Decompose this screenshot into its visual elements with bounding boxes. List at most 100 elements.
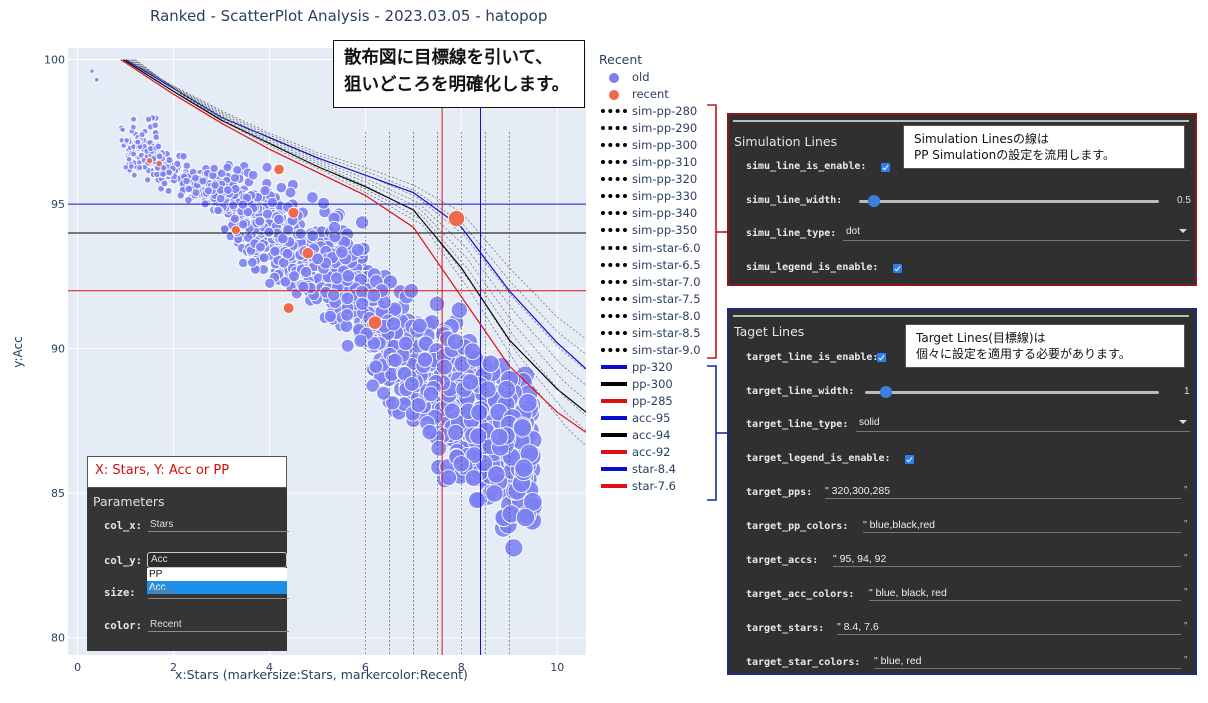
point-old [387, 352, 403, 368]
y-tick-label: 80 [51, 632, 65, 645]
legend-label: sim-star-7.5 [632, 291, 701, 306]
target-width-knob[interactable] [879, 386, 892, 398]
point-old [130, 115, 137, 123]
point-old [340, 338, 355, 353]
point-old [182, 176, 191, 186]
point-recent [273, 163, 285, 176]
col-x-label: col_x: [104, 520, 142, 532]
point-old [481, 354, 500, 373]
x-tick-label: 6 [362, 661, 369, 674]
simu-legend-checkbox[interactable] [893, 264, 902, 273]
legend-swatch [601, 416, 627, 420]
point-old [368, 359, 384, 374]
sim-pp-curve [132, 59, 586, 417]
point-old [279, 275, 292, 288]
simulation-lines-panel: Simulation Lines simu_line_is_enable: si… [727, 113, 1197, 286]
point-old [487, 465, 506, 484]
legend-label: sim-pp-320 [632, 172, 698, 187]
point-old [128, 163, 135, 170]
point-old [327, 220, 342, 235]
point-recent [287, 206, 300, 219]
legend-swatch [601, 364, 627, 369]
x-axis-label: x:Stars (markersize:Stars, markercolor:R… [175, 667, 468, 682]
legend-label: sim-star-8.5 [632, 325, 701, 340]
point-old [191, 173, 200, 183]
legend-swatch [601, 143, 627, 148]
panel-divider [733, 120, 1189, 122]
simu-width-slider[interactable] [859, 200, 1159, 203]
point-old [209, 163, 219, 174]
target-lines-panel: Taget Lines target_line_is_enable: targe… [727, 308, 1197, 675]
target-enable-checkbox[interactable] [877, 353, 886, 362]
legend-swatch [601, 279, 627, 284]
target-legend-checkbox[interactable] [905, 455, 914, 464]
simu-width-knob[interactable] [868, 195, 880, 207]
col-y-option-acc[interactable]: Acc [147, 581, 287, 594]
scatter-plot: 0 2 4 6 8 10 80 85 90 95 100 [44, 48, 586, 674]
point-old [130, 150, 137, 158]
point-old [514, 458, 534, 478]
target-pp-colors-input[interactable]: " blue,black,red [863, 519, 1181, 533]
target-star-colors-input[interactable]: " blue, red [874, 655, 1181, 669]
legend-label: pp-300 [632, 376, 673, 391]
point-old [264, 277, 276, 289]
legend-swatch [601, 177, 627, 182]
col-x-input[interactable]: Stars [148, 519, 289, 532]
col-y-select[interactable]: Acc [147, 552, 287, 568]
target-star-colors-quote: " [1184, 655, 1188, 666]
color-input[interactable]: Recent [148, 619, 289, 632]
point-old [422, 385, 440, 403]
target-stars-quote: " [1184, 621, 1188, 632]
legend-label: old [632, 70, 650, 84]
point-old [222, 162, 233, 173]
target-pp-colors-label: target_pp_colors: [746, 521, 849, 532]
legend-label: recent [632, 87, 669, 102]
col-y-options: PP Acc [147, 568, 287, 594]
point-old [123, 137, 130, 144]
point-old [154, 142, 163, 151]
col-y-option-pp[interactable]: PP [149, 569, 163, 580]
point-old [229, 213, 240, 224]
x-tick-label: 2 [170, 661, 177, 674]
target-pps-input[interactable]: " 320,300,285 [825, 485, 1181, 499]
target-bracket [707, 365, 717, 501]
legend-label: sim-pp-310 [632, 155, 698, 170]
point-old [447, 423, 465, 442]
target-acc-colors-input[interactable]: " blue, black, red [869, 587, 1181, 601]
point-old [340, 308, 354, 322]
legend-swatch [601, 296, 627, 301]
point-old [184, 184, 194, 194]
legend-swatch [601, 109, 627, 114]
sim-bracket [707, 104, 717, 359]
point-old [152, 133, 161, 141]
point-recent [145, 157, 154, 165]
point-old [341, 269, 356, 283]
legend-label: pp-320 [632, 359, 673, 374]
target-type-select[interactable]: solid [856, 417, 1190, 432]
legend-title: Recent [599, 52, 643, 67]
target-accs-input[interactable]: " 95, 94, 92 [833, 553, 1181, 567]
legend-swatch [609, 90, 619, 101]
size-input[interactable]: Stars [148, 586, 289, 599]
target-width-slider[interactable] [865, 391, 1159, 394]
legend-label: sim-star-9.0 [632, 342, 701, 357]
point-old [230, 172, 241, 183]
simu-type-select[interactable]: dot [843, 226, 1190, 241]
legend-label: sim-star-7.0 [632, 274, 701, 289]
point-old [247, 169, 259, 181]
point-old [129, 123, 137, 131]
point-old [213, 205, 223, 216]
legend-swatch [601, 398, 627, 403]
point-old [353, 333, 368, 348]
point-old [216, 168, 227, 179]
target-stars-input[interactable]: " 8.4, 7.6 [837, 621, 1181, 635]
main-callout: 散布図に目標線を引いて、 狙いどころを明確化します。 [333, 40, 585, 108]
point-recent [447, 209, 466, 228]
point-old [238, 219, 249, 230]
point-old [297, 280, 310, 293]
target-width-value: 1 [1184, 386, 1190, 397]
legend-label: acc-94 [632, 428, 671, 443]
simu-enable-checkbox[interactable] [881, 163, 890, 172]
plot-content [68, 48, 586, 655]
point-old [269, 245, 281, 257]
